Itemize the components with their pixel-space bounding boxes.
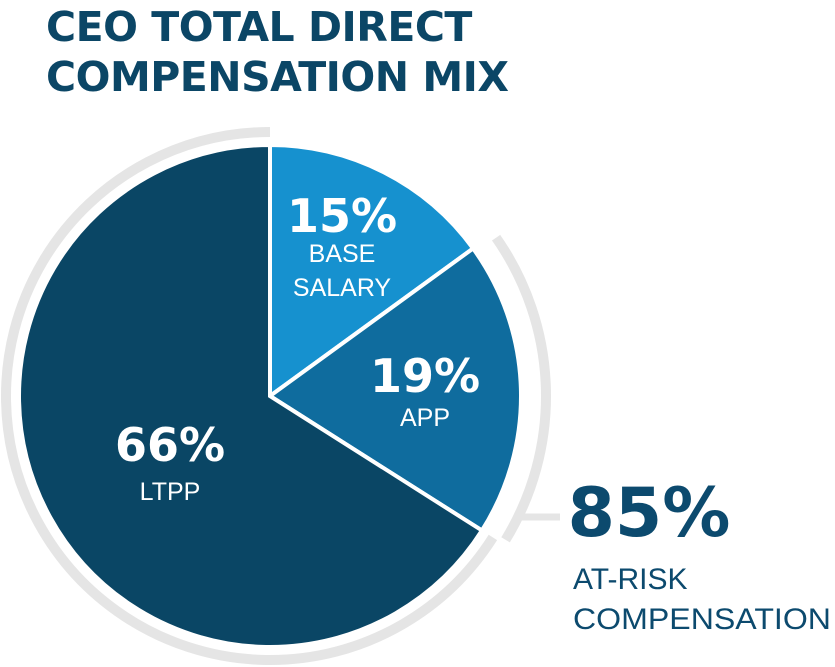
slice-percent-label: 15%	[287, 189, 397, 243]
slice-name-label: LTPP	[140, 478, 201, 506]
pie-slice-app	[266, 245, 523, 534]
slice-percent-label: 66%	[115, 418, 225, 472]
at-risk-annotation: 85% AT-RISK COMPENSATION	[568, 474, 831, 636]
at-risk-percent: 85%	[568, 474, 731, 553]
chart-title-line-1: CEO TOTAL DIRECT	[46, 3, 472, 51]
at-risk-ring-arc	[491, 234, 551, 543]
pie-slices	[17, 142, 523, 649]
slice-percent-label: 19%	[370, 349, 480, 403]
chart-title: CEO TOTAL DIRECT COMPENSATION MIX	[46, 2, 509, 102]
at-risk-label-line-1: AT-RISK	[573, 563, 687, 596]
slice-name-label: BASE	[309, 240, 376, 268]
outer-ring-arc	[1, 127, 498, 665]
pie-slice-labels: 15%BASE SALARY 19%APP 66% LTPP	[115, 189, 480, 506]
pie-slice-base-salary	[268, 142, 476, 400]
slice-name-label: SALARY	[293, 274, 392, 302]
chart-title-line-2: COMPENSATION MIX	[46, 53, 509, 101]
at-risk-label-line-2: COMPENSATION	[573, 603, 831, 636]
slice-name-label: APP	[400, 404, 450, 432]
pie-slice-ltpp	[17, 142, 485, 649]
